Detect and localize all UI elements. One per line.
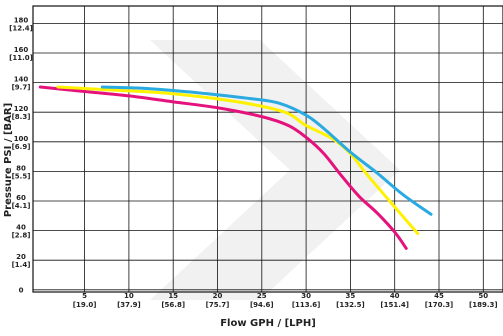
y-tick-label: 60 (16, 194, 26, 202)
series-line-2 (56, 85, 420, 236)
y-tick-label: 100 (14, 135, 29, 143)
grid (32, 5, 503, 293)
x-tick-label: 20 (213, 292, 223, 300)
x-tick-label: 25 (257, 292, 267, 300)
x-tick-label: 15 (168, 292, 178, 300)
series-line-3 (100, 85, 433, 216)
y-tick-label: 40 (16, 224, 26, 232)
x-tick-sublabel: [56.8] (161, 301, 185, 309)
x-tick-label: 50 (478, 292, 488, 300)
y-tick-sublabel: [6.9] (12, 143, 31, 151)
y-tick-labels: 0 20[1.4] 40[2.8] 60[4.1] 80[5.5] 100[6.9] 120… (9, 16, 33, 294)
x-tick-sublabel: [170.3] (425, 301, 454, 309)
x-tick-label: 35 (346, 292, 356, 300)
y-tick-sublabel: [11.0] (9, 54, 33, 62)
x-tick-label: 40 (390, 292, 400, 300)
x-tick-label: 45 (434, 292, 444, 300)
y-tick-sublabel: [2.8] (12, 232, 31, 240)
x-tick-label: 10 (124, 292, 134, 300)
series-layer (38, 85, 433, 250)
y-tick-label: 80 (16, 164, 26, 172)
x-tick-sublabel: [19.0] (73, 301, 97, 309)
x-tick-sublabel: [132.5] (336, 301, 365, 309)
y-tick-sublabel: [8.3] (12, 113, 31, 121)
x-tick-sublabel: [75.7] (206, 301, 230, 309)
x-tick-sublabel: [94.6] (250, 301, 274, 309)
x-tick-sublabel: [37.9] (117, 301, 141, 309)
y-tick-label: 0 (19, 286, 24, 294)
y-tick-label: 160 (14, 46, 29, 54)
y-tick-label: 20 (16, 253, 26, 261)
x-tick-sublabel: [113.6] (292, 301, 321, 309)
y-tick-label: 120 (14, 105, 29, 113)
y-tick-sublabel: [1.4] (12, 261, 31, 269)
y-tick-label: 140 (14, 76, 29, 84)
y-tick-sublabel: [12.4] (9, 24, 33, 32)
y-tick-sublabel: [5.5] (12, 172, 31, 180)
x-tick-label: 5 (82, 292, 87, 300)
x-tick-label: 30 (301, 292, 311, 300)
y-tick-label: 180 (14, 16, 29, 24)
plot-border (32, 5, 503, 293)
x-tick-sublabel: [151.4] (380, 301, 409, 309)
series-line-1 (38, 85, 408, 250)
y-tick-sublabel: [4.1] (12, 202, 31, 210)
x-tick-sublabel: [189.3] (469, 301, 498, 309)
x-tick-labels: 5[19.0] 10[37.9] 15[56.8] 20[75.7] 25[94.6] 3… (73, 292, 498, 309)
y-tick-sublabel: [9.7] (12, 84, 31, 92)
y-axis-title: Pressure PSI / [BAR] (3, 103, 14, 217)
x-axis-title: Flow GPH / [LPH] (220, 318, 316, 329)
